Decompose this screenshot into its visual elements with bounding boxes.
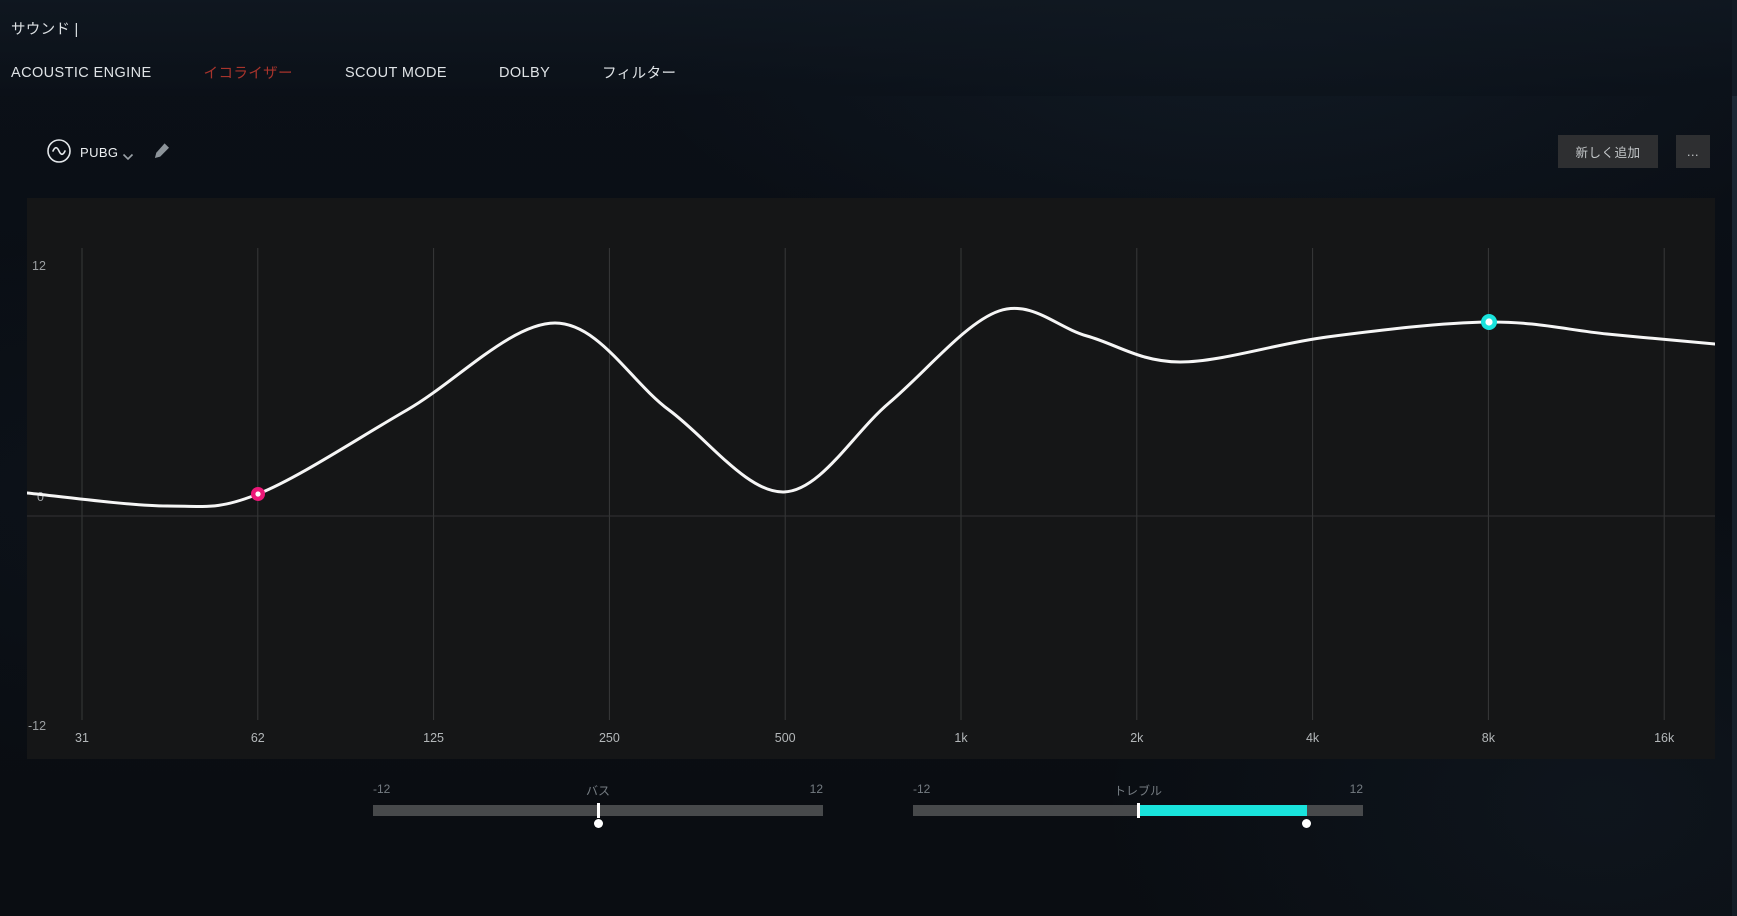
freq-label-31: 31 — [75, 731, 89, 745]
eq-curve-chart: 31 62 125 250 500 1k 2k 4k 8k 16k 12 0 -12 — [27, 248, 1715, 745]
tab-scout-mode[interactable]: SCOUT MODE — [344, 64, 447, 81]
treble-title: トレブル — [1113, 784, 1162, 798]
equalizer-panel[interactable]: 31 62 125 250 500 1k 2k 4k 8k 16k 12 0 -12 — [27, 198, 1715, 759]
treble-slider-track[interactable] — [913, 803, 1363, 818]
tab-dolby[interactable]: DOLBY — [498, 64, 551, 81]
bass-min-label: -12 — [373, 782, 391, 796]
treble-slider: -12 12 トレブル — [913, 782, 1363, 834]
top-bar: サウンド | ACOUSTIC ENGINE イコライザー SCOUT MODE DO… — [0, 0, 1737, 96]
freq-label-500: 500 — [775, 731, 796, 745]
bass-slider-handle[interactable] — [593, 819, 603, 828]
treble-slider-handle[interactable] — [1302, 819, 1312, 828]
db-label--12: -12 — [28, 719, 46, 733]
treble-min-label: -12 — [913, 782, 931, 796]
more-options-button[interactable]: ... — [1676, 135, 1710, 168]
tab-acoustic-engine[interactable]: ACOUSTIC ENGINE — [11, 64, 152, 81]
db-label-0: 0 — [37, 490, 44, 504]
treble-center-tick — [1136, 803, 1140, 818]
freq-label-250: 250 — [599, 731, 620, 745]
tab-filter[interactable]: フィルター — [602, 66, 677, 82]
bass-center-tick — [596, 803, 600, 818]
bass-max-label: 12 — [809, 782, 823, 796]
preset-name[interactable]: PUBG — [80, 145, 119, 160]
treble-max-label: 12 — [1349, 782, 1363, 796]
eq-handle-pink-center — [255, 491, 261, 497]
freq-label-2k: 2k — [1130, 731, 1144, 745]
page-title: サウンド | — [11, 22, 79, 38]
treble-slider-fill — [1138, 805, 1307, 816]
preset-wave-icon — [46, 138, 72, 164]
pencil-icon[interactable] — [152, 141, 172, 166]
tab-equalizer[interactable]: イコライザー — [203, 66, 293, 82]
freq-label-62: 62 — [251, 731, 265, 745]
freq-label-16k: 16k — [1654, 731, 1675, 745]
bass-slider-track[interactable] — [373, 803, 823, 818]
bass-slider: -12 12 バス — [373, 782, 823, 834]
freq-label-125: 125 — [423, 731, 444, 745]
bass-title: バス — [585, 784, 610, 798]
freq-label-4k: 4k — [1306, 731, 1320, 745]
freq-label-1k: 1k — [954, 731, 968, 745]
eq-curve — [27, 306, 1715, 509]
freq-label-8k: 8k — [1482, 731, 1496, 745]
chevron-down-icon[interactable] — [122, 148, 134, 166]
eq-handle-cyan-center — [1485, 318, 1493, 326]
db-label-12: 12 — [32, 259, 46, 273]
add-new-button[interactable]: 新しく追加 — [1558, 135, 1658, 168]
right-edge-highlight — [1732, 0, 1737, 916]
tab-bar: ACOUSTIC ENGINE イコライザー SCOUT MODE DOLBY フィルタ… — [11, 62, 676, 83]
